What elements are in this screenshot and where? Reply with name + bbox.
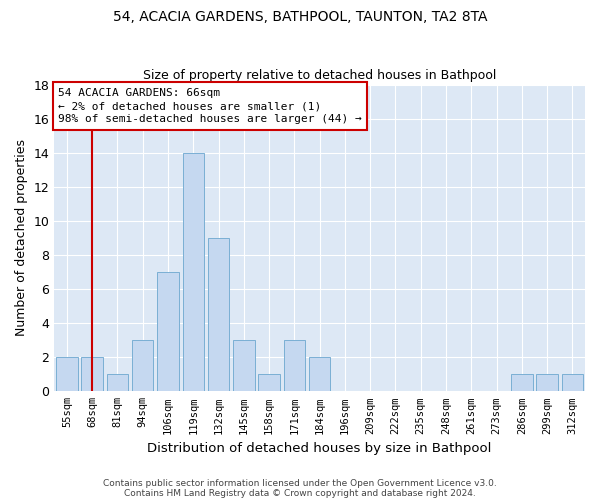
- Bar: [536, 374, 558, 392]
- Bar: [233, 340, 254, 392]
- Text: 54, ACACIA GARDENS, BATHPOOL, TAUNTON, TA2 8TA: 54, ACACIA GARDENS, BATHPOOL, TAUNTON, T…: [113, 10, 487, 24]
- Bar: [259, 374, 280, 392]
- Bar: [157, 272, 179, 392]
- X-axis label: Distribution of detached houses by size in Bathpool: Distribution of detached houses by size …: [148, 442, 492, 455]
- Bar: [182, 152, 204, 392]
- Bar: [511, 374, 533, 392]
- Bar: [132, 340, 154, 392]
- Bar: [562, 374, 583, 392]
- Bar: [309, 357, 331, 392]
- Text: Contains HM Land Registry data © Crown copyright and database right 2024.: Contains HM Land Registry data © Crown c…: [124, 488, 476, 498]
- Title: Size of property relative to detached houses in Bathpool: Size of property relative to detached ho…: [143, 69, 496, 82]
- Bar: [107, 374, 128, 392]
- Bar: [284, 340, 305, 392]
- Bar: [208, 238, 229, 392]
- Text: Contains public sector information licensed under the Open Government Licence v3: Contains public sector information licen…: [103, 478, 497, 488]
- Bar: [56, 357, 77, 392]
- Y-axis label: Number of detached properties: Number of detached properties: [15, 140, 28, 336]
- Bar: [82, 357, 103, 392]
- Text: 54 ACACIA GARDENS: 66sqm
← 2% of detached houses are smaller (1)
98% of semi-det: 54 ACACIA GARDENS: 66sqm ← 2% of detache…: [58, 88, 362, 124]
